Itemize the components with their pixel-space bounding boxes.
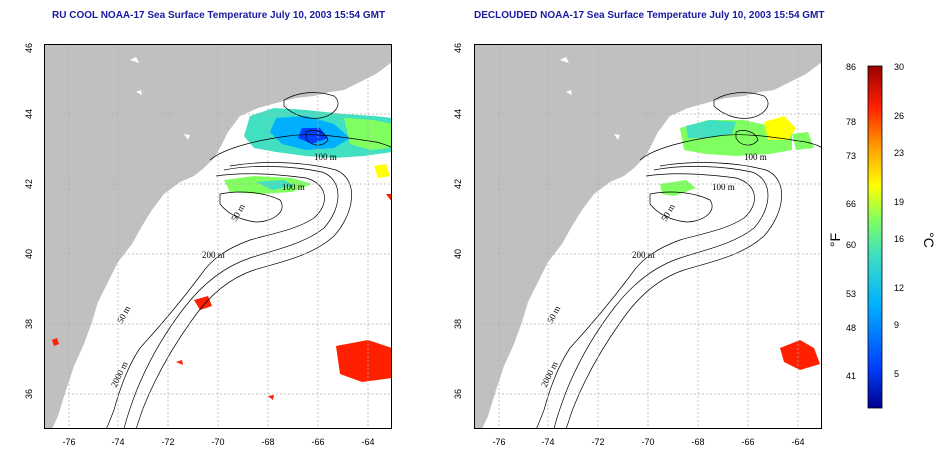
- celsius-tick: 30: [894, 62, 904, 72]
- fahrenheit-ticks: 86 78 73 66 60 53 48 41: [846, 62, 856, 381]
- left-sst-map: 100 m 100 m 50 m 200 m 50 m 2000 m: [44, 44, 392, 429]
- celsius-tick: 5: [894, 369, 899, 379]
- left-lon-ticks: -76 -74 -72 -70 -68 -66 -64: [62, 437, 374, 447]
- fahrenheit-unit-label: °F: [827, 233, 843, 247]
- colorbar-gradient: [867, 65, 883, 409]
- lon-tick-label: -64: [361, 437, 374, 447]
- lon-tick-label: -64: [791, 437, 804, 447]
- lon-tick-label: -70: [211, 437, 224, 447]
- lon-tick-label: -66: [311, 437, 324, 447]
- bathymetry-contours: [105, 92, 392, 429]
- celsius-tick: 23: [894, 148, 904, 158]
- contour-label: 200 m: [632, 250, 655, 260]
- left-panel-title: RU COOL NOAA-17 Sea Surface Temperature …: [52, 10, 386, 21]
- celsius-tick: 16: [894, 234, 904, 244]
- grid-lines: [474, 44, 822, 429]
- lat-tick-label: 44: [24, 109, 34, 119]
- left-lat-ticks: 36 38 40 42 44 46: [24, 43, 34, 399]
- lon-tick-label: -72: [591, 437, 604, 447]
- fahrenheit-tick: 60: [846, 240, 856, 250]
- land-mass: [474, 44, 822, 429]
- fahrenheit-tick: 66: [846, 199, 856, 209]
- lat-tick-label: 44: [453, 109, 463, 119]
- land-mass: [44, 44, 392, 429]
- lat-tick-label: 42: [453, 179, 463, 189]
- temperature-colorbar: 86 78 73 66 60 53 48 41 30 26 23 19 16 1…: [820, 44, 950, 429]
- right-sst-map: 100 m 100 m 50 m 200 m 50 m 2000 m: [474, 44, 822, 429]
- grid-lines: [44, 44, 392, 429]
- lat-tick-label: 40: [24, 249, 34, 259]
- lon-tick-label: -72: [161, 437, 174, 447]
- contour-label: 100 m: [744, 152, 767, 162]
- right-lat-ticks: 36 38 40 42 44 46: [453, 43, 463, 399]
- lat-tick-label: 36: [453, 389, 463, 399]
- lat-tick-label: 38: [24, 319, 34, 329]
- fahrenheit-tick: 41: [846, 371, 856, 381]
- lat-tick-label: 38: [453, 319, 463, 329]
- lon-tick-label: -66: [741, 437, 754, 447]
- celsius-tick: 19: [894, 197, 904, 207]
- lat-tick-label: 46: [24, 43, 34, 53]
- lon-tick-label: -76: [62, 437, 75, 447]
- celsius-unit-label: °C: [921, 232, 937, 248]
- lon-tick-label: -76: [492, 437, 505, 447]
- lon-tick-label: -70: [641, 437, 654, 447]
- fahrenheit-tick: 48: [846, 323, 856, 333]
- lon-tick-label: -74: [541, 437, 554, 447]
- fahrenheit-tick: 53: [846, 289, 856, 299]
- fahrenheit-tick: 86: [846, 62, 856, 72]
- lat-tick-label: 40: [453, 249, 463, 259]
- lat-tick-label: 42: [24, 179, 34, 189]
- contour-label: 100 m: [712, 182, 735, 192]
- lon-tick-label: -74: [111, 437, 124, 447]
- contour-label: 100 m: [282, 182, 305, 192]
- celsius-tick: 26: [894, 111, 904, 121]
- lon-tick-label: -68: [691, 437, 704, 447]
- right-lon-ticks: -76 -74 -72 -70 -68 -66 -64: [492, 437, 804, 447]
- right-panel-title: DECLOUDED NOAA-17 Sea Surface Temperatur…: [474, 10, 825, 21]
- lat-tick-label: 36: [24, 389, 34, 399]
- fahrenheit-tick: 78: [846, 117, 856, 127]
- celsius-tick: 9: [894, 320, 899, 330]
- celsius-ticks: 30 26 23 19 16 12 9 5: [894, 62, 904, 379]
- lat-tick-label: 46: [453, 43, 463, 53]
- fahrenheit-tick: 73: [846, 151, 856, 161]
- contour-label: 100 m: [314, 152, 337, 162]
- lon-tick-label: -68: [261, 437, 274, 447]
- celsius-tick: 12: [894, 283, 904, 293]
- contour-label: 200 m: [202, 250, 225, 260]
